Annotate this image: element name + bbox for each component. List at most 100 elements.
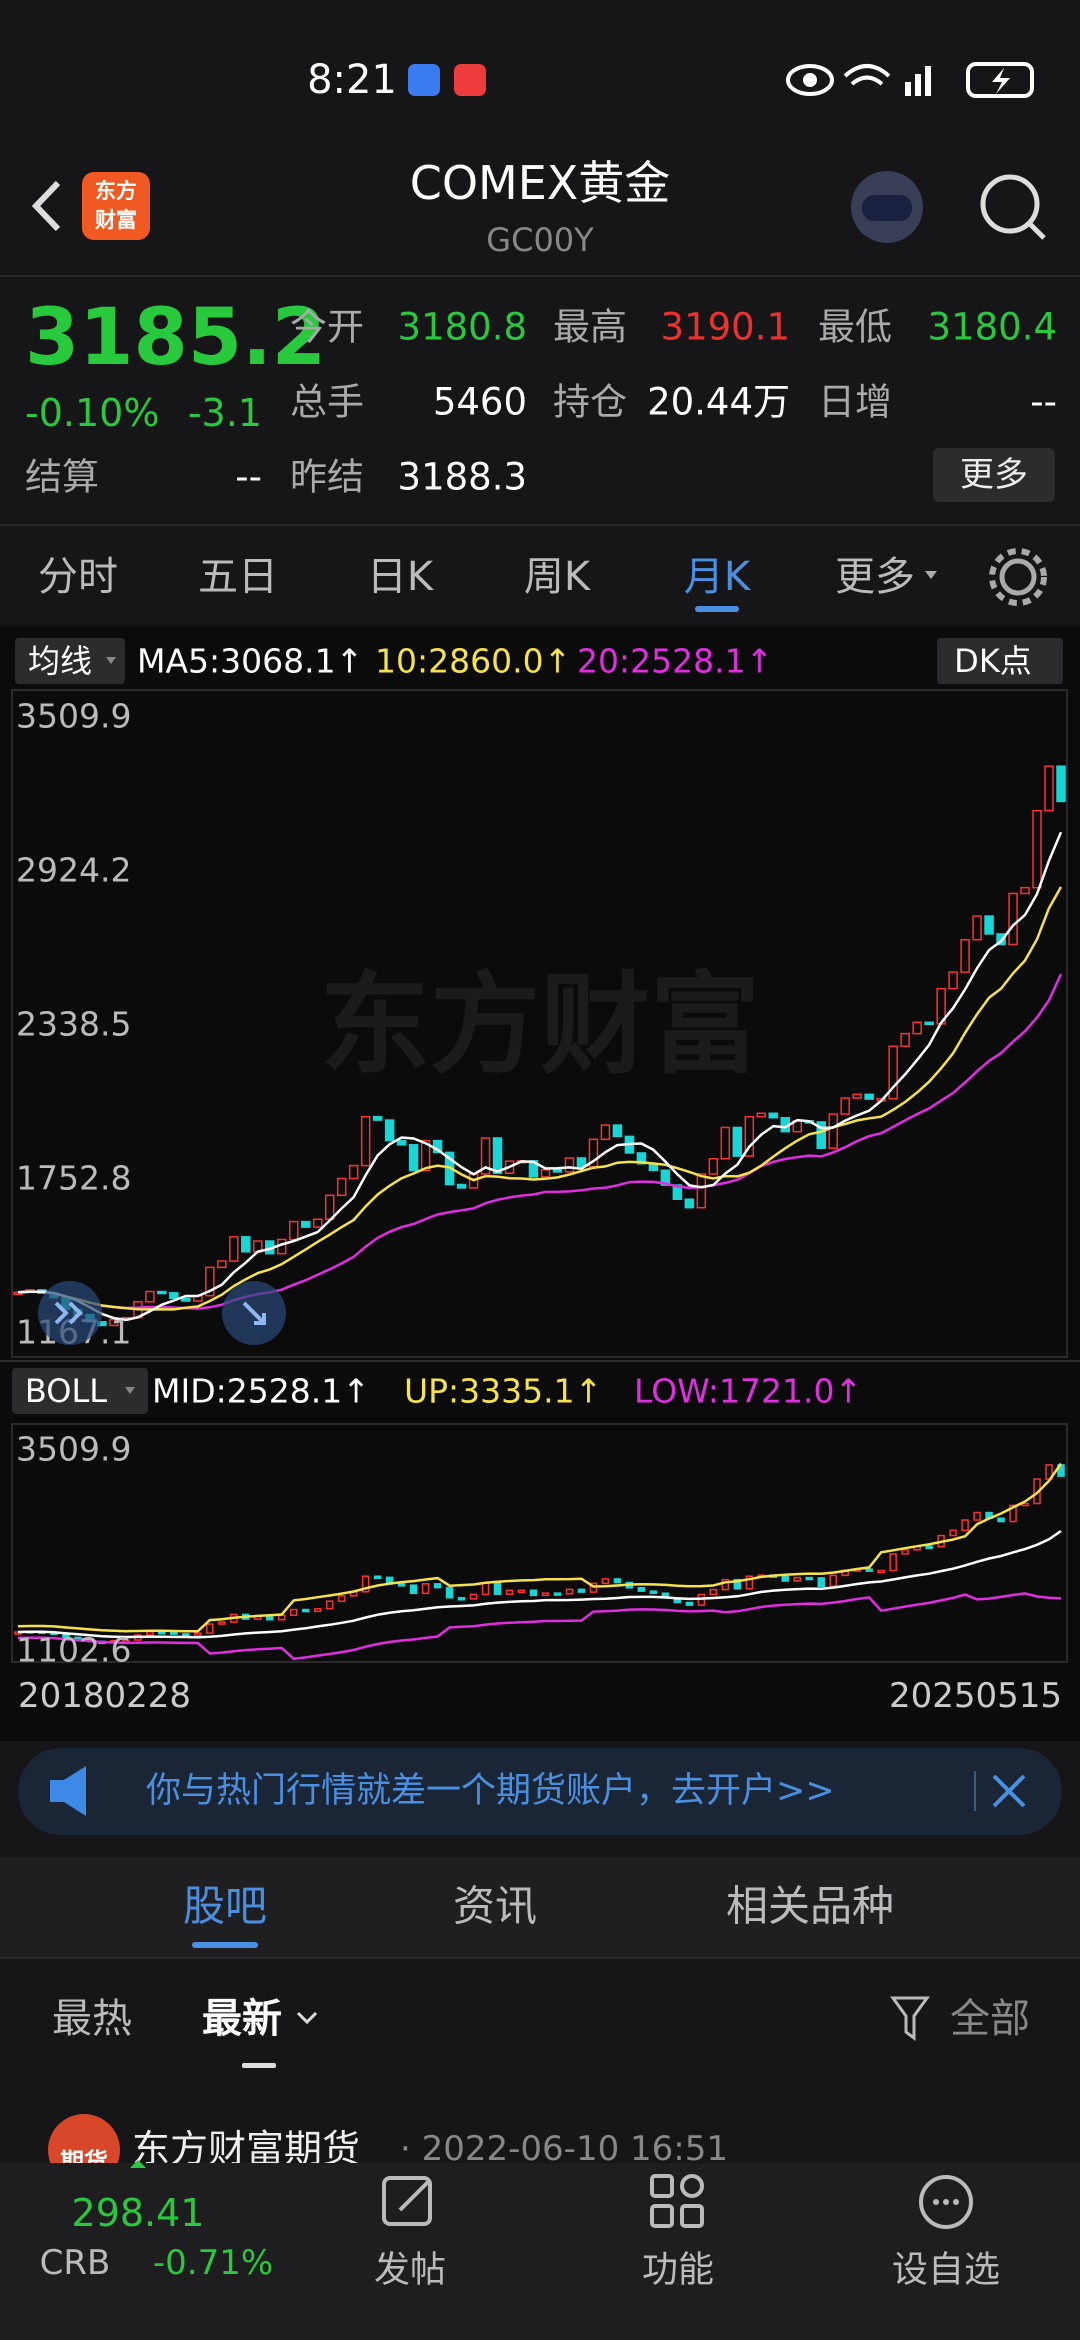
y-tick-label: 1102.6: [16, 1631, 131, 1670]
candle: [336, 1177, 347, 1197]
candle: [1008, 892, 1018, 946]
watchlist-icon: [933, 2199, 939, 2205]
section-tab[interactable]: 股吧: [183, 1882, 267, 1931]
candle: [360, 1115, 371, 1167]
status-icon: [454, 64, 486, 96]
dk-button-label[interactable]: DK点: [954, 642, 1032, 680]
period-tab[interactable]: 分时: [38, 554, 118, 600]
candle: [181, 1297, 191, 1302]
candle: [372, 1115, 383, 1121]
search-button: [1028, 222, 1046, 240]
signal-icon: [925, 66, 931, 96]
active-underline: [192, 1942, 258, 1948]
y-tick-label: 3509.9: [16, 1430, 131, 1469]
watchlist-icon[interactable]: [919, 2175, 973, 2229]
ma5-line: [17, 831, 1063, 1322]
section-tab[interactable]: 资讯: [453, 1882, 537, 1931]
banner-text[interactable]: 你与热门行情就差一个期货账户，去开户>>: [146, 1771, 835, 1811]
assistant-avatar: [862, 195, 912, 221]
candle: [840, 1097, 850, 1115]
field-value: 20.44万: [647, 381, 790, 424]
candle: [829, 1574, 837, 1588]
search-button[interactable]: [980, 174, 1040, 234]
divider: [0, 1957, 1080, 1959]
y-tick-label: 2338.5: [16, 1005, 131, 1044]
candle: [1020, 886, 1030, 895]
section-tabs-bar: [0, 1857, 1080, 1957]
more-button[interactable]: [933, 448, 1055, 502]
ma5-legend: MA5:3068.1↑: [137, 642, 363, 681]
filter-all[interactable]: 全部: [950, 1996, 1030, 2042]
function-icon: [650, 2204, 674, 2228]
candle: [300, 1220, 311, 1228]
period-tab[interactable]: 更多: [835, 554, 915, 600]
boll-button[interactable]: [12, 1368, 148, 1414]
settings-button[interactable]: [999, 558, 1037, 596]
candle: [961, 1519, 969, 1532]
promo-banner[interactable]: [18, 1748, 1062, 1835]
candle: [421, 1583, 430, 1595]
candle: [949, 1529, 957, 1537]
index-name[interactable]: CRB: [40, 2243, 111, 2283]
dk-button[interactable]: [937, 638, 1063, 684]
field-label: 最高: [553, 306, 627, 349]
index-value[interactable]: 298.41: [72, 2191, 205, 2235]
field-label: 最低: [818, 306, 892, 349]
filter-latest[interactable]: 最新: [202, 1996, 282, 2042]
divider: [0, 1360, 1080, 1362]
nav-items: 发帖 功能 设自选: [374, 2250, 1000, 2291]
candle: [313, 1608, 322, 1613]
candle: [744, 1115, 755, 1157]
nav-label[interactable]: 功能: [642, 2250, 714, 2291]
nav-label[interactable]: 发帖: [374, 2250, 446, 2291]
candle: [1032, 809, 1042, 889]
divider: [0, 275, 1080, 277]
candle: [218, 1621, 226, 1625]
candle: [540, 1169, 551, 1178]
candle: [577, 1588, 586, 1593]
candle: [960, 938, 970, 973]
section-tab[interactable]: 相关品种: [726, 1882, 894, 1931]
nav-label[interactable]: 设自选: [892, 2250, 1000, 2291]
candle: [289, 1608, 298, 1616]
candle: [1021, 1502, 1029, 1507]
index-change[interactable]: -0.71%: [153, 2243, 273, 2283]
field-label: 今开: [290, 306, 364, 349]
filter-hot[interactable]: 最热: [52, 1996, 132, 2042]
page-title: COMEX黄金: [410, 156, 671, 210]
close-banner[interactable]: [992, 1774, 1026, 1808]
function-icon[interactable]: [650, 2174, 674, 2198]
quote-fields: 今开 3180.8 最高 3190.1 最低 3180.4 总手 5460 持仓 20.44万 日增…: [25, 306, 1057, 499]
field-value: 3188.3: [398, 456, 527, 499]
x-tick-label: 20250515: [889, 1676, 1062, 1716]
back-button[interactable]: [31, 180, 61, 232]
more-button-label[interactable]: 更多: [960, 455, 1028, 495]
candle: [576, 1157, 587, 1168]
boll-button-label[interactable]: BOLL: [25, 1372, 107, 1410]
logo-text: 财富: [95, 208, 137, 232]
ma-button-label[interactable]: 均线: [28, 642, 92, 680]
instrument-code: GC00Y: [486, 221, 594, 259]
candle: [301, 1608, 310, 1613]
filter-icon[interactable]: [890, 1996, 930, 2041]
period-tab[interactable]: 周K: [524, 554, 592, 600]
y-tick-label: 2924.2: [16, 851, 131, 890]
candle: [361, 1575, 370, 1593]
ma-button[interactable]: [15, 638, 125, 684]
period-tab[interactable]: 月K: [684, 554, 752, 600]
candle: [170, 1631, 178, 1635]
candle: [206, 1623, 214, 1634]
expand-button[interactable]: [38, 1281, 102, 1345]
period-tab[interactable]: 日K: [367, 554, 435, 600]
post-icon[interactable]: [382, 2176, 432, 2226]
change-percent: -0.10%: [25, 391, 159, 435]
candle: [816, 1121, 826, 1149]
signal-icon: [915, 74, 921, 96]
candle: [925, 1545, 933, 1550]
zoom-button: [242, 1301, 266, 1325]
period-tab[interactable]: 五日: [198, 554, 278, 600]
candle: [552, 1169, 563, 1173]
candle: [420, 1139, 431, 1172]
candle: [901, 1549, 909, 1555]
candle: [408, 1144, 419, 1172]
